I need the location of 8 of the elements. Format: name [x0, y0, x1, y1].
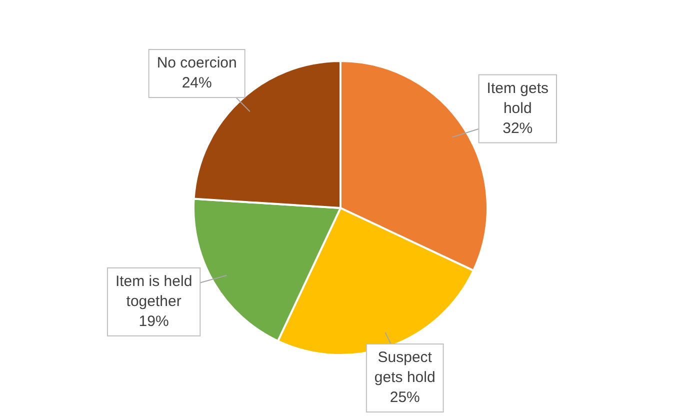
slice-label: Item is held together [115, 272, 192, 310]
slice-label: No coercion [156, 54, 237, 72]
slice-label: Suspect gets hold [374, 349, 436, 386]
data-label: 25% [390, 389, 420, 406]
data-label: 24% [182, 74, 212, 92]
slice-label: Item gets hold [486, 80, 548, 117]
data-label: 32% [502, 120, 533, 137]
data-label: 19% [138, 312, 169, 330]
